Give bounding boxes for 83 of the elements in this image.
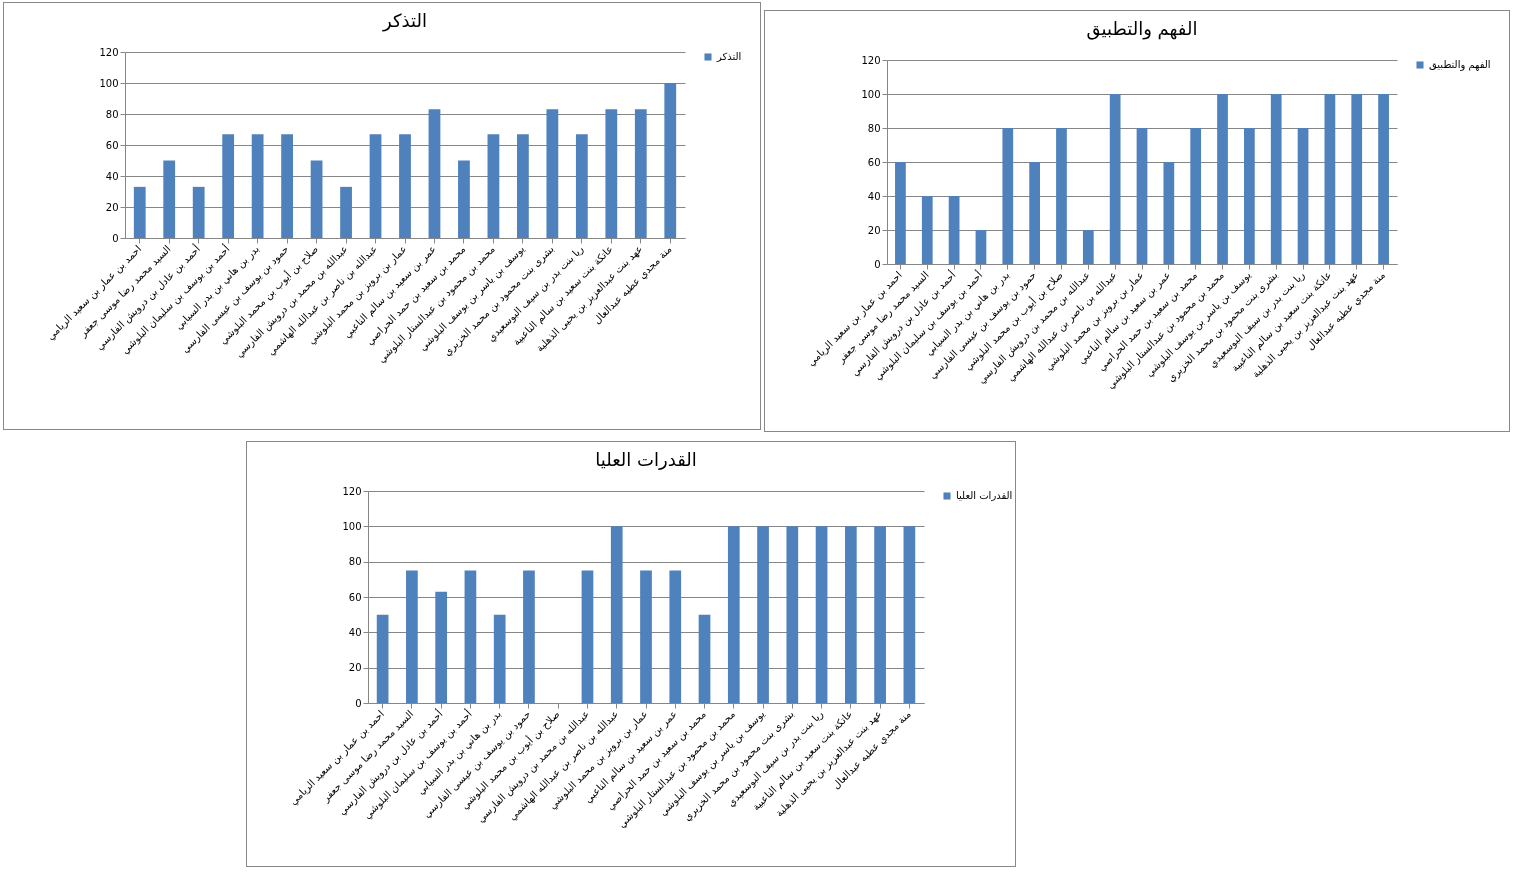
bar xyxy=(605,109,618,238)
bar xyxy=(399,134,411,238)
chart-title: القدرات العليا xyxy=(595,449,697,470)
bar xyxy=(698,614,711,703)
bar xyxy=(1324,94,1336,264)
bar xyxy=(428,109,441,238)
y-tick-label: 60 xyxy=(867,156,881,168)
bar xyxy=(664,83,677,238)
bar xyxy=(517,134,529,238)
bar xyxy=(458,160,470,238)
y-tick-label: 80 xyxy=(348,556,362,568)
bar xyxy=(1163,162,1175,264)
bar xyxy=(640,570,652,703)
bar xyxy=(815,526,828,703)
bar xyxy=(948,196,960,264)
bar xyxy=(546,109,559,238)
y-tick-label: 0 xyxy=(874,258,881,270)
bar xyxy=(669,570,682,703)
bar xyxy=(192,186,205,238)
bar xyxy=(786,526,799,703)
bar xyxy=(340,186,352,238)
bar xyxy=(435,591,448,703)
y-tick-label: 120 xyxy=(99,46,119,58)
bar xyxy=(523,570,535,703)
y-tick-label: 0 xyxy=(355,697,362,709)
y-tick-label: 120 xyxy=(342,485,362,497)
bar xyxy=(487,134,500,238)
bar xyxy=(1270,94,1282,264)
bar xyxy=(1002,128,1014,264)
bar xyxy=(844,526,857,703)
y-tick-label: 80 xyxy=(867,122,881,134)
y-tick-label: 20 xyxy=(348,662,362,674)
bar xyxy=(921,196,933,264)
bar xyxy=(1297,128,1309,264)
y-tick-label: 100 xyxy=(342,520,362,532)
bar xyxy=(281,134,293,238)
y-tick-label: 20 xyxy=(867,224,881,236)
bar xyxy=(1378,94,1389,264)
bar xyxy=(376,614,389,703)
bar xyxy=(1082,230,1094,264)
bar xyxy=(975,230,987,264)
bar xyxy=(1029,162,1040,264)
y-tick-label: 60 xyxy=(105,139,119,151)
chart-title: الفهم والتطبيق xyxy=(1086,18,1198,40)
y-tick-label: 60 xyxy=(348,591,362,603)
bar xyxy=(575,134,588,238)
bar xyxy=(634,109,647,238)
bar xyxy=(1351,94,1363,264)
bar xyxy=(1244,128,1255,264)
y-tick-label: 0 xyxy=(112,232,119,244)
bar xyxy=(251,134,264,238)
bar xyxy=(1190,128,1202,264)
bar xyxy=(727,526,740,703)
bar xyxy=(610,526,623,703)
bar xyxy=(1109,94,1121,264)
y-tick-label: 40 xyxy=(348,626,362,638)
bar xyxy=(1136,128,1148,264)
y-tick-label: 40 xyxy=(105,170,119,182)
bar xyxy=(757,526,769,703)
legend-label: القدرات العليا xyxy=(956,490,1013,501)
bar xyxy=(406,570,418,703)
legend-label: التذكر xyxy=(716,51,742,62)
bar xyxy=(895,162,906,264)
y-tick-label: 120 xyxy=(861,54,881,66)
y-tick-label: 100 xyxy=(861,88,881,100)
legend-label: الفهم والتطبيق xyxy=(1429,59,1491,71)
y-tick-label: 100 xyxy=(99,77,119,89)
bar xyxy=(310,160,323,238)
bar xyxy=(1056,128,1067,264)
y-tick-label: 20 xyxy=(105,201,119,213)
bar xyxy=(874,526,886,703)
bar xyxy=(1217,94,1228,264)
y-tick-label: 40 xyxy=(867,190,881,202)
chart-title: التذكر xyxy=(382,10,427,32)
bar xyxy=(222,134,235,238)
bar xyxy=(163,160,176,238)
bar xyxy=(903,526,916,703)
bar xyxy=(464,570,477,703)
bar xyxy=(581,570,594,703)
bar xyxy=(369,134,382,238)
bar xyxy=(133,186,146,238)
y-tick-label: 80 xyxy=(105,108,119,120)
bar xyxy=(493,614,506,703)
